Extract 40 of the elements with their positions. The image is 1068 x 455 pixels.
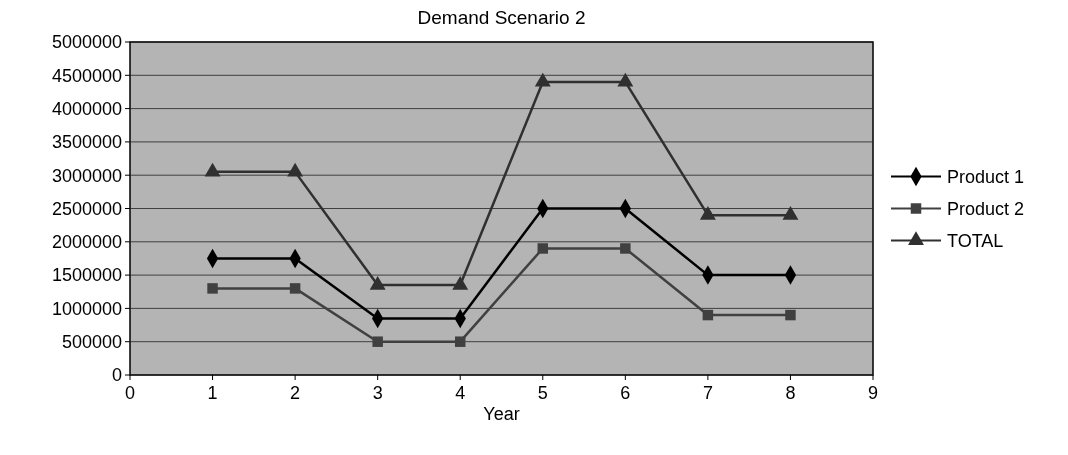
y-tick-label: 2000000 <box>51 232 122 253</box>
x-tick-label: 9 <box>867 383 879 403</box>
y-tick-label: 3500000 <box>51 132 122 153</box>
y-tick-label: 3000000 <box>51 165 122 186</box>
point <box>204 162 221 177</box>
x-axis-title: Year <box>483 404 520 424</box>
legend-label: Product 1 <box>947 166 1025 187</box>
point <box>702 309 714 321</box>
point <box>287 162 304 177</box>
point <box>785 309 796 321</box>
legend-label: Product 2 <box>947 198 1025 219</box>
y-tick-label: 2500000 <box>51 198 122 219</box>
point <box>289 283 301 294</box>
point <box>534 72 551 87</box>
point <box>620 243 631 254</box>
y-tick-label: 500000 <box>61 332 122 352</box>
x-tick-label: 3 <box>372 383 383 403</box>
x-tick-label: 5 <box>537 383 548 403</box>
y-tick-label: 0 <box>111 365 122 386</box>
point <box>207 283 218 294</box>
x-tick-label: 0 <box>124 383 136 403</box>
x-tick-label: 6 <box>620 383 631 403</box>
x-tick-label: 7 <box>702 383 713 403</box>
point <box>372 336 383 347</box>
point <box>454 336 466 347</box>
x-tick-label: 4 <box>455 383 466 403</box>
y-tick-label: 1000000 <box>51 298 122 319</box>
chart-title: Demand Scenario 2 <box>417 7 586 28</box>
point <box>617 72 634 87</box>
point <box>537 243 549 254</box>
x-tick-label: 2 <box>290 383 301 403</box>
y-tick-label: 1500000 <box>51 265 122 286</box>
x-tick-label: 8 <box>785 383 796 403</box>
y-tick-label: 5000000 <box>51 32 122 53</box>
point <box>782 205 799 220</box>
point <box>699 205 716 220</box>
legend-label: TOTAL <box>947 230 1004 251</box>
y-tick-label: 4500000 <box>51 65 122 86</box>
x-tick-label: 1 <box>207 383 218 403</box>
y-tick-label: 4000000 <box>51 98 122 119</box>
